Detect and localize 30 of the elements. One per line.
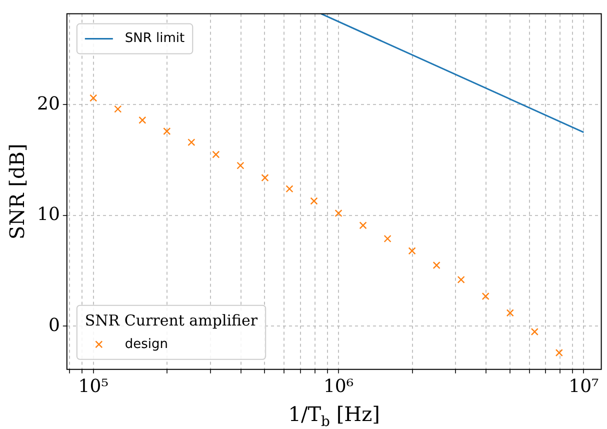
point — [163, 127, 171, 136]
point — [212, 150, 220, 158]
point — [482, 292, 490, 300]
point — [114, 105, 122, 113]
y-tick-label: 0 — [48, 314, 60, 336]
point — [261, 174, 269, 182]
point — [506, 309, 514, 317]
point — [310, 197, 318, 205]
legend-title: SNR Current amplifier — [84, 311, 258, 330]
point — [530, 328, 538, 336]
legend-label: SNR limit — [124, 31, 185, 46]
point — [555, 349, 563, 357]
point — [334, 209, 342, 217]
point — [457, 276, 465, 284]
x-tick-label: 10⁶ — [323, 376, 354, 397]
x-tick-label: 10⁷ — [568, 376, 599, 397]
point — [90, 94, 98, 102]
point — [432, 261, 440, 270]
point — [138, 116, 146, 124]
point — [188, 138, 196, 146]
point — [286, 185, 294, 193]
point — [359, 222, 367, 230]
y-tick-label: 10 — [37, 204, 60, 226]
y-axis-title: SNR [dB] — [5, 144, 29, 240]
point — [236, 162, 244, 170]
point — [384, 234, 392, 242]
y-tick-label: 20 — [37, 93, 60, 114]
point — [408, 247, 416, 255]
legend-label: design — [124, 336, 168, 352]
x-tick-label: 10⁵ — [78, 376, 108, 397]
